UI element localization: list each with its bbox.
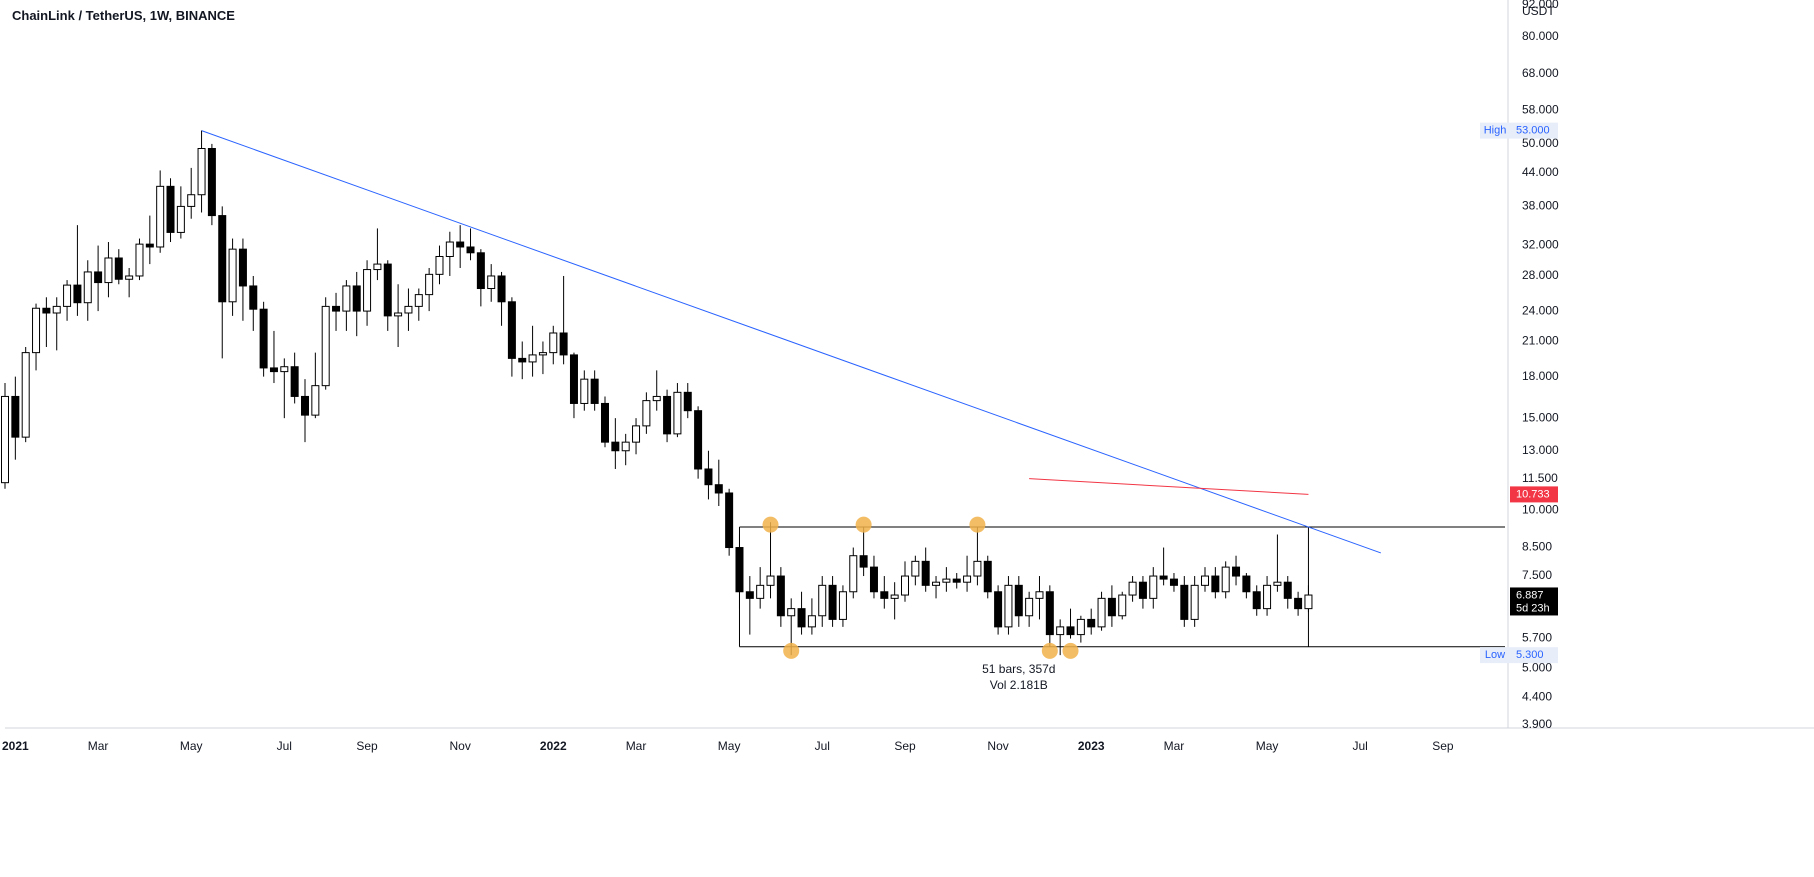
y-tick-label: 15.000	[1522, 410, 1559, 424]
y-tick-label: 4.400	[1522, 690, 1552, 704]
alert-price-tag-value: 10.733	[1516, 488, 1550, 500]
x-tick-label: Sep	[1432, 739, 1454, 753]
highlight-dot[interactable]	[1042, 643, 1058, 659]
y-tick-label: 21.000	[1522, 334, 1559, 348]
x-tick-label: May	[1256, 739, 1279, 753]
x-tick-label: May	[180, 739, 203, 753]
price-chart[interactable]: USDT92.00080.00068.00058.00050.00044.000…	[0, 0, 1814, 877]
y-tick-label: 7.500	[1522, 568, 1552, 582]
y-tick-label: 18.000	[1522, 369, 1559, 383]
highlight-dot[interactable]	[1063, 643, 1079, 659]
x-tick-label: Nov	[987, 739, 1008, 753]
x-tick-label: Mar	[626, 739, 647, 753]
y-tick-label: 38.000	[1522, 199, 1559, 213]
highlight-dot[interactable]	[969, 517, 985, 533]
x-tick-label: Mar	[1164, 739, 1185, 753]
y-tick-label: 10.000	[1522, 503, 1559, 517]
x-tick-label: 2022	[540, 739, 567, 753]
y-tick-label: 11.500	[1522, 471, 1558, 485]
y-tick-label: 58.000	[1522, 102, 1559, 116]
highlight-dot[interactable]	[856, 517, 872, 533]
x-tick-label: Mar	[88, 739, 109, 753]
range-stat-bars: 51 bars, 357d	[982, 662, 1055, 676]
y-tick-label: 13.000	[1522, 443, 1559, 457]
y-tick-label: 44.000	[1522, 165, 1559, 179]
high-price-tag-value: 53.000	[1516, 125, 1550, 137]
x-tick-label: 2023	[1078, 739, 1105, 753]
x-tick-label: Jul	[815, 739, 830, 753]
x-tick-label: Jul	[277, 739, 292, 753]
y-tick-label: 8.500	[1522, 540, 1552, 554]
y-tick-label: 32.000	[1522, 238, 1559, 252]
current-price-tag-countdown: 5d 23h	[1516, 602, 1550, 614]
y-tick-label: 80.000	[1522, 29, 1559, 43]
x-tick-label: May	[718, 739, 741, 753]
y-tick-label: 24.000	[1522, 303, 1559, 317]
low-price-tag-prefix-text: Low	[1485, 649, 1505, 661]
y-tick-label: 5.700	[1522, 631, 1552, 645]
y-tick-label: 3.900	[1522, 717, 1552, 731]
x-tick-label: 2021	[2, 739, 29, 753]
highlight-dot[interactable]	[783, 643, 799, 659]
main-downtrend[interactable]	[202, 131, 1381, 553]
range-stat-vol: Vol 2.181B	[990, 678, 1048, 692]
y-tick-label: 92.000	[1522, 0, 1559, 11]
highlight-dot[interactable]	[763, 517, 779, 533]
high-price-tag-prefix-text: High	[1484, 125, 1507, 137]
x-tick-label: Nov	[450, 739, 471, 753]
low-price-tag-value: 5.300	[1516, 649, 1544, 661]
x-tick-label: Sep	[894, 739, 916, 753]
x-tick-label: Sep	[356, 739, 378, 753]
current-price-tag-value: 6.887	[1516, 589, 1544, 601]
x-tick-label: Jul	[1353, 739, 1368, 753]
y-tick-label: 28.000	[1522, 268, 1559, 282]
y-tick-label: 68.000	[1522, 66, 1559, 80]
candlesticks[interactable]	[2, 131, 1312, 656]
red-line[interactable]	[1029, 479, 1308, 495]
